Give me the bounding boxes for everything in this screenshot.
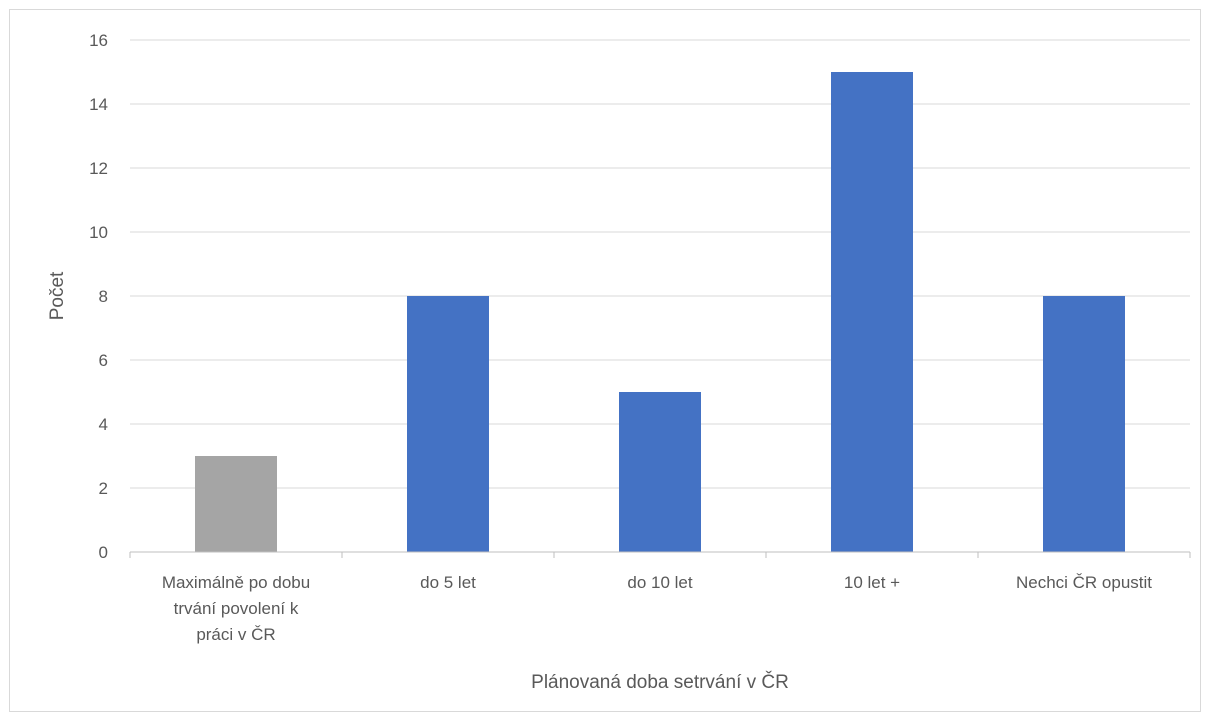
x-category-labels: Maximálně po dobu trvání povolení k práci … bbox=[162, 573, 1152, 644]
x-category-label: do 10 let bbox=[627, 573, 692, 592]
x-category-label: Nechci ČR opustit bbox=[1016, 573, 1152, 592]
y-tick-label: 8 bbox=[99, 287, 108, 306]
x-category-label: 10 let + bbox=[844, 573, 900, 592]
x-category-label: do 5 let bbox=[420, 573, 476, 592]
x-category-label-line: Nechci ČR opustit bbox=[1016, 573, 1152, 592]
bar bbox=[1043, 296, 1125, 552]
y-tick-label: 12 bbox=[89, 159, 108, 178]
x-axis-title: Plánovaná doba setrvání v ČR bbox=[531, 671, 789, 693]
gridlines bbox=[130, 39, 1190, 489]
x-tick-marks bbox=[129, 552, 1191, 558]
y-tick-label: 16 bbox=[89, 31, 108, 50]
x-category-label-line: do 10 let bbox=[627, 573, 692, 592]
bar bbox=[831, 72, 913, 552]
bar bbox=[619, 392, 701, 552]
y-tick-labels: 0 2 4 6 8 10 12 14 16 bbox=[89, 31, 108, 562]
y-tick-label: 4 bbox=[99, 415, 108, 434]
y-tick-label: 0 bbox=[99, 543, 108, 562]
x-category-label-line: trvání povolení k bbox=[174, 599, 299, 618]
bar bbox=[195, 456, 277, 552]
x-category-label-line: Maximálně po dobu bbox=[162, 573, 310, 592]
x-category-label: Maximálně po dobu trvání povolení k práci … bbox=[162, 573, 310, 644]
bars bbox=[195, 72, 1125, 552]
x-category-label-line: 10 let + bbox=[844, 573, 900, 592]
bar bbox=[407, 296, 489, 552]
x-category-label-line: práci v ČR bbox=[196, 625, 275, 644]
y-tick-label: 10 bbox=[89, 223, 108, 242]
y-axis-title: Počet bbox=[47, 271, 68, 320]
y-tick-label: 2 bbox=[99, 479, 108, 498]
y-tick-label: 6 bbox=[99, 351, 108, 370]
y-tick-label: 14 bbox=[89, 95, 108, 114]
x-category-label-line: do 5 let bbox=[420, 573, 476, 592]
